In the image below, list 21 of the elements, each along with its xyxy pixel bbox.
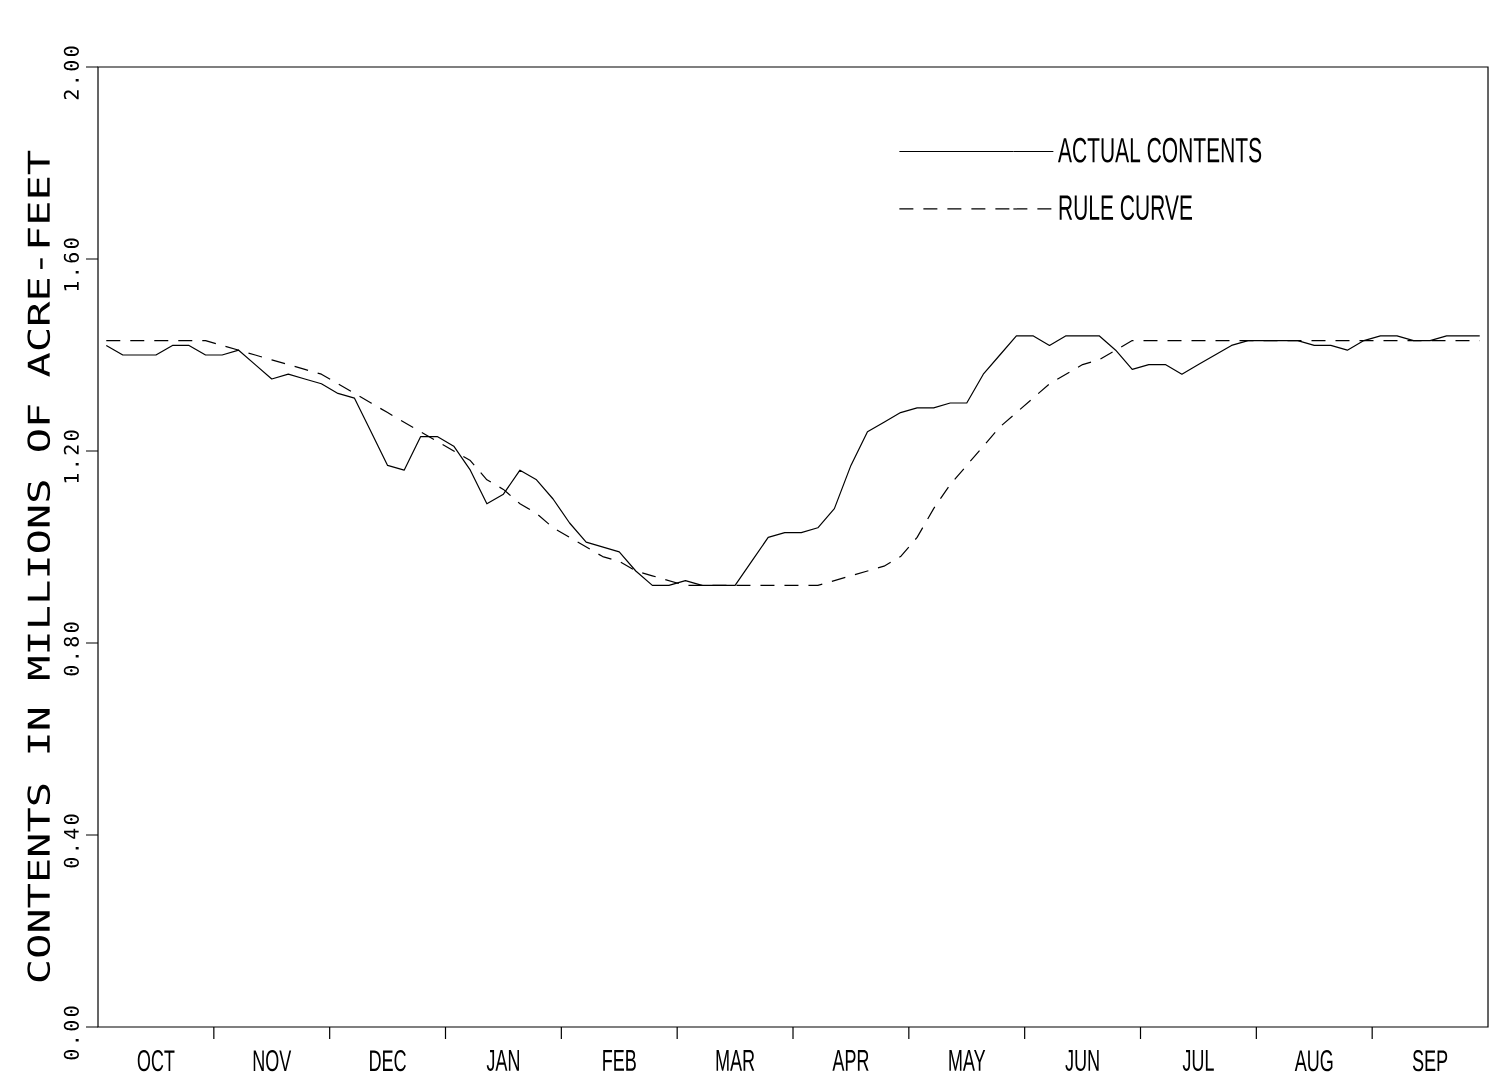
x-tick-label: JAN — [486, 1050, 519, 1071]
x-tick-label: MAY — [949, 1050, 986, 1071]
y-tick-label: 2.00 — [63, 46, 79, 100]
x-tick-label: AUG — [1294, 1050, 1333, 1072]
legend-label: RULE CURVE — [1059, 195, 1193, 221]
x-tick-label: JUL — [1182, 1050, 1214, 1071]
y-tick-label: 1.20 — [63, 430, 79, 483]
x-tick-label: DEC — [370, 1050, 406, 1072]
x-tick-label: MAR — [716, 1050, 755, 1071]
y-tick-label: 0.40 — [63, 814, 79, 868]
x-tick-label: SEP — [1412, 1050, 1448, 1072]
x-tick-label: NOV — [253, 1050, 292, 1072]
y-tick-label: 0.00 — [63, 1006, 79, 1060]
x-tick-label: FEB — [603, 1050, 636, 1071]
y-axis-title: CONTENTS IN MILLIONS OF ACRE-FEET — [27, 150, 51, 982]
legend-label: ACTUAL CONTENTS — [1058, 137, 1262, 163]
x-tick-label: OCT — [137, 1050, 175, 1072]
y-tick-label: 1.60 — [63, 238, 79, 291]
y-tick-label: 0.80 — [63, 622, 79, 676]
x-tick-label: APR — [832, 1050, 869, 1071]
x-tick-label: JUN — [1065, 1050, 1099, 1071]
